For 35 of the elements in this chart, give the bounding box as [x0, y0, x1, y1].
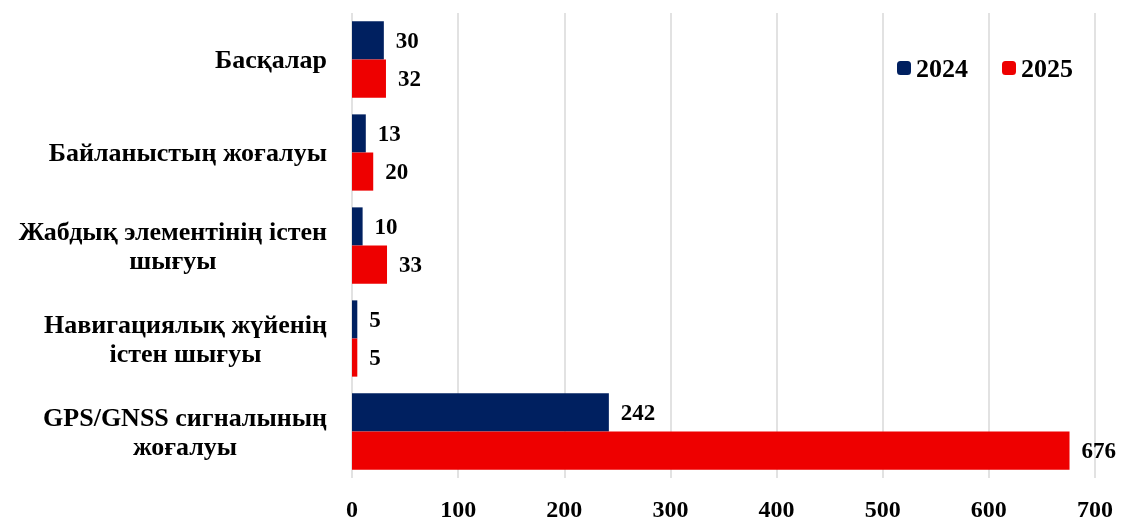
bar [352, 338, 358, 377]
bar [352, 393, 609, 432]
data-label: 10 [374, 213, 398, 239]
legend-label: 2025 [1021, 53, 1073, 83]
y-tick-label: Жабдық элементінің істен шығуы [18, 216, 328, 275]
y-tick-label: Басқалар [215, 45, 328, 74]
data-label: 5 [369, 345, 381, 371]
x-tick-label: 400 [758, 496, 795, 522]
bar [352, 431, 1070, 470]
x-tick-label: 200 [546, 496, 583, 522]
bar [352, 21, 384, 60]
x-tick-label: 0 [346, 496, 358, 522]
x-tick-label: 600 [970, 496, 1007, 522]
y-tick-label: GPS/GNSS сигналының жоғалуы [43, 402, 328, 461]
data-label: 32 [397, 66, 421, 92]
y-tick-label: Байланыстың жоғалуы [48, 138, 327, 167]
data-label: 13 [377, 120, 401, 146]
x-tick-label: 300 [652, 496, 689, 522]
bar [352, 207, 363, 246]
data-label: 242 [620, 399, 656, 425]
bar [352, 152, 374, 191]
bar [352, 59, 386, 98]
x-tick-label: 100 [440, 496, 477, 522]
legend-label: 2024 [916, 53, 968, 83]
bar [352, 245, 388, 284]
data-label: 30 [395, 27, 419, 53]
data-label: 33 [399, 252, 423, 278]
y-tick-label: Навигациялық жүйенің істен шығуы [43, 309, 328, 368]
data-label: 5 [369, 306, 381, 332]
x-tick-label: 700 [1077, 496, 1113, 522]
bar [352, 114, 366, 153]
data-label: 20 [385, 159, 409, 185]
data-label: 676 [1081, 438, 1117, 464]
x-tick-label: 500 [864, 496, 901, 522]
bar [352, 300, 358, 339]
